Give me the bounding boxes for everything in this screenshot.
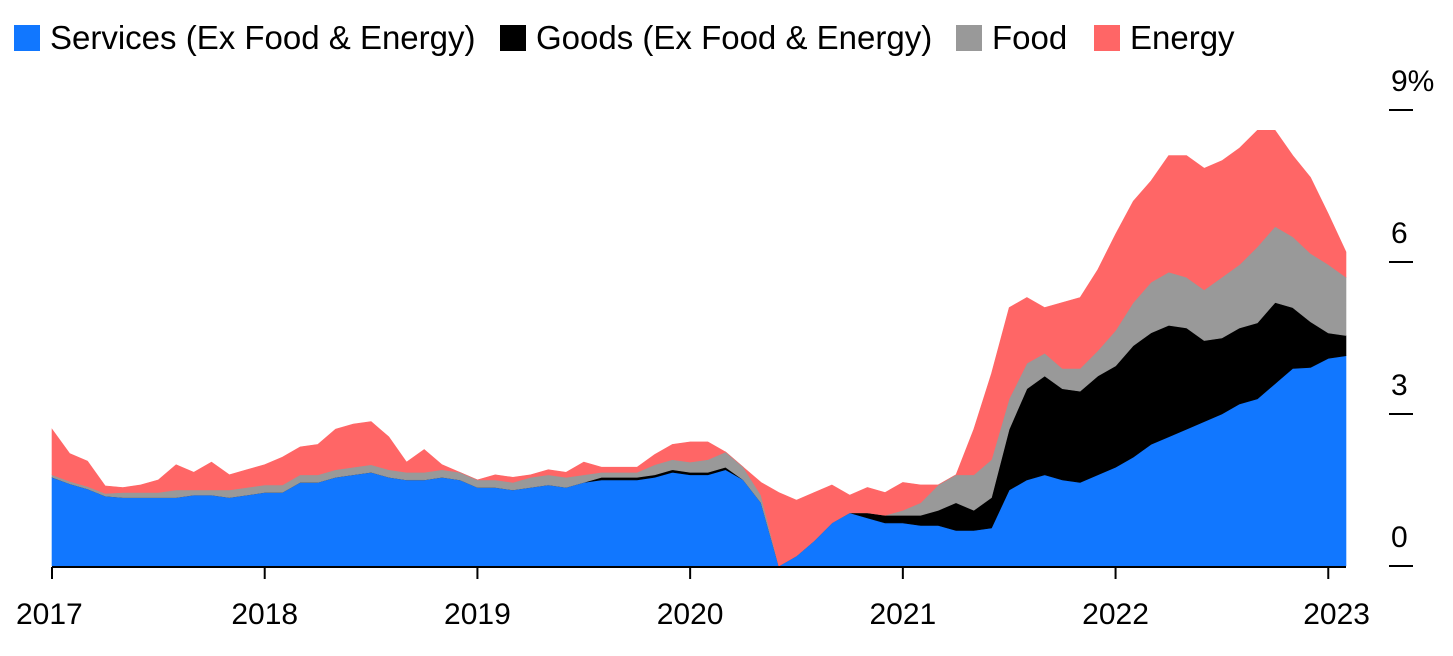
- x-tick-label-2020: 2020: [657, 598, 724, 631]
- x-tick-label-2018: 2018: [231, 598, 298, 631]
- legend-swatch-services-ex-food-energy: [14, 25, 40, 51]
- legend-label-goods-ex-food-energy: Goods (Ex Food & Energy): [536, 19, 932, 56]
- y-axis: 0 3 6 9%: [1389, 65, 1434, 567]
- y-tick-label-9: 9%: [1391, 65, 1434, 98]
- y-tick-label-3: 3: [1391, 369, 1408, 402]
- x-tick-label-2019: 2019: [444, 598, 511, 631]
- x-tick-label-2017: 2017: [16, 598, 83, 631]
- x-tick-label-2023: 2023: [1303, 598, 1370, 631]
- area-energy: [51, 130, 1347, 567]
- legend: Services (Ex Food & Energy) Goods (Ex Foo…: [14, 19, 1235, 56]
- x-tick-label-2021: 2021: [869, 598, 936, 631]
- legend-label-food: Food: [992, 19, 1067, 56]
- legend-swatch-energy: [1094, 25, 1120, 51]
- legend-label-services-ex-food-energy: Services (Ex Food & Energy): [50, 19, 476, 56]
- y-tick-label-0: 0: [1391, 521, 1408, 554]
- chart-areas: [51, 130, 1347, 567]
- legend-swatch-goods-ex-food-energy: [500, 25, 526, 51]
- x-tick-label-2022: 2022: [1082, 598, 1149, 631]
- legend-label-energy: Energy: [1130, 19, 1235, 56]
- x-axis: 2017 2018 2019 2020 2021 2022 2023: [16, 566, 1370, 631]
- y-tick-label-6: 6: [1391, 217, 1408, 250]
- legend-swatch-food: [956, 25, 982, 51]
